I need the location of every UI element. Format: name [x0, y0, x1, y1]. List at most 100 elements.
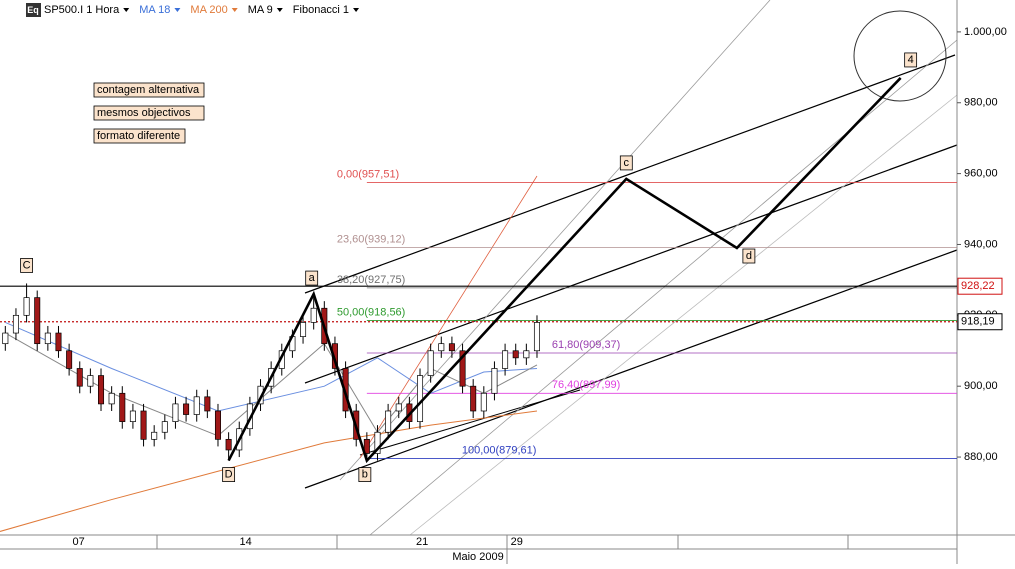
channel-line — [359, 389, 581, 456]
fib-label: 61,80(909,37) — [552, 339, 621, 351]
wave-label-box — [20, 258, 33, 273]
fib-label: 23,60(939,12) — [337, 233, 406, 245]
candle-body — [214, 410, 221, 440]
annotation: formato diferente — [97, 130, 180, 142]
candle-body — [438, 343, 445, 352]
candle-body — [2, 332, 9, 345]
wave-label-box — [222, 467, 236, 482]
candle-body — [129, 410, 136, 422]
candle-body — [108, 392, 115, 405]
fan-line — [409, 94, 958, 536]
candle-body — [76, 368, 83, 387]
x-axis-label: Maio 2009 — [452, 551, 503, 563]
candle-body — [448, 343, 455, 352]
wave-label: 4 — [908, 54, 914, 66]
y-tick-label: 880,00 — [964, 451, 998, 463]
candle-body — [12, 314, 19, 334]
dropdown-arrow — [276, 8, 283, 12]
candle-body — [363, 438, 370, 454]
toolbar-item[interactable]: MA 200 — [190, 4, 227, 16]
y-tick-label: 940,00 — [964, 238, 998, 250]
toolbar-item[interactable]: Fibonacci 1 — [293, 4, 349, 16]
fib-label: 100,00(879,61) — [462, 444, 537, 456]
candle-body — [55, 332, 62, 352]
y-tick-label: 1.000,00 — [964, 26, 1007, 38]
ma-line — [5, 321, 538, 412]
wave-label: a — [309, 272, 316, 284]
candle-body — [140, 410, 147, 440]
candle-body — [172, 403, 179, 422]
y-tick-label: 960,00 — [964, 168, 998, 180]
y-tick-label: 900,00 — [964, 380, 998, 392]
fib-label: 0,00(957,51) — [337, 168, 399, 180]
wave-label: d — [746, 250, 752, 262]
y-tick-label: 980,00 — [964, 97, 998, 109]
wave-label-box — [742, 248, 756, 264]
dropdown-arrow — [353, 8, 360, 12]
dropdown-arrow — [231, 8, 238, 12]
candle-body — [417, 375, 424, 422]
candle-body — [427, 350, 434, 376]
x-tick-label: 07 — [73, 536, 85, 548]
candle-body — [66, 350, 73, 369]
candle-body — [310, 307, 317, 323]
candle-body — [374, 431, 381, 454]
candle-body — [512, 350, 519, 359]
toolbar-item[interactable]: MA 18 — [139, 4, 170, 16]
icon-text: Eq — [27, 5, 39, 15]
fib-label: 38,20(927,75) — [337, 274, 406, 286]
toolbar-item[interactable]: SP500.I 1 Hora — [44, 4, 120, 16]
x-tick-label: 14 — [240, 536, 252, 548]
candle-body — [44, 332, 51, 345]
fib-label: 76,40(897,99) — [552, 379, 621, 391]
wave-label-box — [619, 155, 633, 171]
wave-line — [227, 77, 902, 464]
channel-line — [304, 249, 958, 489]
x-tick-label: 21 — [416, 536, 428, 548]
x-separators — [156, 535, 849, 564]
x-tick-label: 29 — [511, 536, 523, 548]
channel-line — [304, 144, 958, 384]
price-label-box — [957, 313, 1003, 331]
channel-line — [304, 54, 956, 294]
candle-body — [502, 350, 509, 369]
fib-label: 50,00(918,56) — [337, 306, 406, 318]
ma-line — [0, 410, 538, 532]
annotation-box — [93, 82, 205, 98]
price-label: 928,22 — [961, 280, 995, 292]
toolbar-item[interactable]: MA 9 — [248, 4, 273, 16]
candle-body — [119, 392, 126, 422]
annotation: contagem alternativa — [97, 84, 200, 96]
candle-body — [34, 297, 41, 345]
candle-body — [491, 368, 498, 394]
candle-body — [459, 350, 466, 387]
candle-body — [204, 396, 211, 412]
candle-body — [523, 350, 530, 359]
dropdown-arrow — [174, 8, 181, 12]
wave-label-box — [904, 52, 918, 68]
wave-label-box — [305, 270, 319, 286]
wave-label: c — [624, 157, 630, 169]
wave-label: D — [225, 469, 233, 481]
annotation: mesmos objectivos — [97, 107, 191, 119]
candle-body — [161, 421, 168, 433]
price-label: 918,19 — [961, 316, 995, 328]
target-circle — [853, 10, 947, 102]
candle-body — [98, 375, 105, 405]
candle-body — [533, 322, 540, 352]
candle-body — [225, 438, 232, 451]
icon[interactable] — [26, 3, 41, 17]
wave-label-box — [358, 467, 372, 482]
candle-body — [193, 396, 200, 415]
price-label-box — [957, 277, 1003, 295]
candle-body — [23, 297, 30, 316]
wave-label: b — [362, 469, 368, 481]
wave-label: C — [23, 259, 31, 271]
candle-body — [183, 403, 190, 415]
annotation-box — [93, 105, 205, 121]
dropdown-arrow — [123, 8, 130, 12]
candle-body — [151, 431, 158, 440]
candle-body — [87, 375, 94, 387]
fan-line — [339, 0, 771, 481]
